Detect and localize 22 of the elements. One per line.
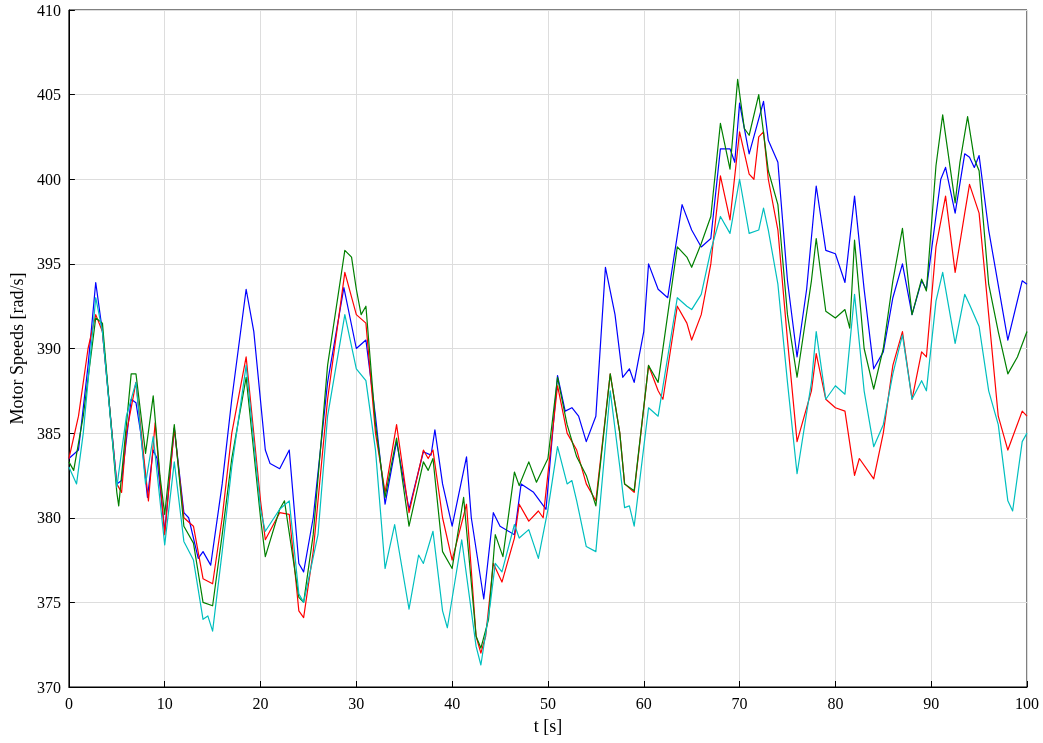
x-tick-label: 40 (444, 694, 461, 712)
x-tick-label: 70 (731, 694, 748, 712)
y-tick-label: 395 (36, 255, 61, 273)
x-tick-label: 50 (539, 694, 556, 712)
y-tick-label: 375 (36, 593, 61, 611)
y-tick-label: 405 (36, 86, 61, 104)
y-tick-label: 385 (36, 424, 61, 442)
x-tick-label: 20 (252, 694, 269, 712)
x-tick-label: 0 (64, 694, 73, 712)
y-tick-label: 380 (36, 509, 61, 527)
y-axis-title: Motor Speeds [rad/s] (7, 272, 27, 425)
x-tick-label: 90 (923, 694, 940, 712)
x-axis-title: t [s] (533, 716, 563, 736)
y-tick-label: 400 (36, 170, 61, 188)
x-tick-label: 60 (635, 694, 652, 712)
x-tick-label: 30 (348, 694, 365, 712)
y-tick-label: 410 (36, 1, 61, 19)
x-tick-label: 80 (827, 694, 844, 712)
x-tick-label: 100 (1015, 694, 1039, 712)
y-tick-label: 390 (36, 340, 61, 357)
x-tick-label: 10 (156, 694, 173, 712)
y-tick-label: 370 (36, 678, 61, 696)
